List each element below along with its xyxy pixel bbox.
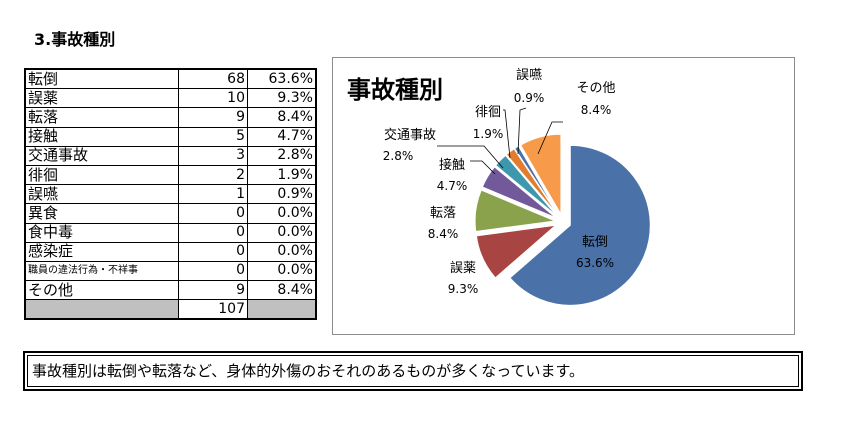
table-row: その他 9 8.4% (24, 280, 317, 301)
slice-label: 転倒 (582, 235, 608, 250)
slice-value-label: 2.8% (383, 149, 414, 163)
table-cell-category: 食中毒 (24, 222, 179, 243)
table-cell-category: 転落 (24, 107, 179, 128)
table-total-empty-cell (24, 299, 179, 320)
table-cell-percent: 8.4% (247, 280, 317, 301)
table-row: 転倒 68 63.6% (24, 68, 317, 90)
pie-chart: 事故種別転倒 63.6% 誤薬 9.3% 転落 8.4% 接触 4.7% 交通事故 2.8% 徘徊 1… (332, 57, 795, 335)
pie-slice (474, 189, 557, 233)
slice-value-label: 8.4% (581, 103, 612, 117)
table-row: 感染症 0 0.0% (24, 241, 317, 262)
slice-value-label: 4.7% (437, 179, 468, 193)
table-row: 異食 0 0.0% (24, 203, 317, 224)
table-cell-count: 10 (178, 88, 248, 109)
table-row: 食中毒 0 0.0% (24, 222, 317, 243)
table-cell-percent: 4.7% (247, 126, 317, 147)
table-cell-percent: 0.0% (247, 203, 317, 224)
table-cell-count: 0 (178, 203, 248, 224)
pie-slice (505, 148, 559, 216)
slice-value-label: 1.9% (473, 127, 504, 141)
table-cell-percent: 0.0% (247, 260, 317, 282)
slice-label: 誤嚥 (516, 67, 542, 83)
table-row: 接触 5 4.7% (24, 126, 317, 147)
table-cell-count: 2 (178, 164, 248, 186)
table-total-row: 107 (24, 299, 317, 320)
table-cell-percent: 8.4% (247, 107, 317, 128)
table-cell-percent: 0.0% (247, 241, 317, 262)
table-cell-count: 1 (178, 184, 248, 205)
slice-value-label: 8.4% (428, 227, 459, 241)
slice-value-label: 9.3% (448, 282, 479, 296)
leader-line (503, 109, 511, 159)
table-row: 徘徊 2 1.9% (24, 164, 317, 186)
table-cell-category: 誤薬 (24, 88, 179, 109)
leader-line (470, 160, 496, 175)
chart-title: 事故種別 (347, 76, 443, 104)
slice-value-label: 0.9% (514, 91, 545, 105)
table-cell-category: 職員の違法行為・不祥事 (24, 260, 179, 282)
leader-line (537, 121, 563, 155)
pie-slice (509, 144, 651, 306)
table-cell-category: 接触 (24, 126, 179, 147)
pie-slice (519, 133, 562, 217)
table-cell-category: 感染症 (24, 241, 179, 262)
table-cell-percent: 1.9% (247, 164, 317, 186)
table-cell-count: 68 (178, 68, 248, 90)
table-cell-category: 交通事故 (24, 145, 179, 166)
leader-line (437, 145, 504, 169)
table-cell-count: 5 (178, 126, 248, 147)
table-row: 誤薬 10 9.3% (24, 88, 317, 109)
table-cell-percent: 63.6% (247, 68, 317, 90)
accident-type-table: 転倒 68 63.6% 誤薬 10 9.3% 転落 9 8.4% 接触 5 4.7% 交通事故 3 2.8%… (24, 68, 317, 321)
slice-label: 徘徊 (475, 105, 501, 120)
table-cell-count: 9 (178, 280, 248, 301)
table-cell-count: 0 (178, 222, 248, 243)
table-cell-percent: 0.9% (247, 184, 317, 205)
table-cell-percent: 0.0% (247, 222, 317, 243)
slice-label: その他 (576, 81, 615, 96)
table-cell-percent: 9.3% (247, 88, 317, 109)
summary-note: 事故種別は転倒や転落など、身体的外傷のおそれのあるものが多くなっています。 (23, 351, 803, 391)
table-cell-count: 0 (178, 260, 248, 282)
table-cell-count: 3 (178, 145, 248, 166)
slice-value-label: 63.6% (576, 256, 614, 270)
table-row: 誤嚥 1 0.9% (24, 184, 317, 205)
table-cell-category: 転倒 (24, 68, 179, 90)
slice-label: 転落 (430, 206, 456, 221)
pie-slice (481, 166, 557, 219)
table-cell-category: その他 (24, 280, 179, 301)
table-cell-count: 0 (178, 241, 248, 262)
summary-note-text: 事故種別は転倒や転落など、身体的外傷のおそれのあるものが多くなっています。 (27, 355, 799, 387)
pie-slice (475, 224, 558, 279)
table-total-empty-cell (247, 299, 317, 320)
table-cell-count: 9 (178, 107, 248, 128)
pie-slice (494, 154, 558, 217)
slice-label: 交通事故 (384, 127, 436, 143)
leader-line (517, 107, 527, 155)
table-row: 交通事故 3 2.8% (24, 145, 317, 166)
table-cell-category: 徘徊 (24, 164, 179, 186)
table-cell-category: 誤嚥 (24, 184, 179, 205)
slice-label: 接触 (439, 157, 465, 173)
table-row: 転落 9 8.4% (24, 107, 317, 128)
section-heading: 3.事故種別 (34, 30, 116, 49)
table-row: 職員の違法行為・不祥事 0 0.0% (24, 260, 317, 282)
table-cell-category: 異食 (24, 203, 179, 224)
table-cell-percent: 2.8% (247, 145, 317, 166)
slice-label: 誤薬 (450, 260, 476, 276)
table-total-count: 107 (178, 299, 248, 320)
